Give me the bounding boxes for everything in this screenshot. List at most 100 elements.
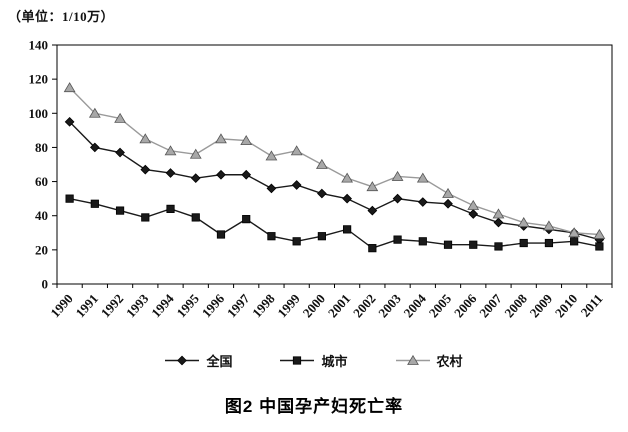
triangle-marker-icon — [189, 148, 202, 159]
diamond-marker-icon — [493, 217, 504, 228]
x-tick-label: 1997 — [224, 291, 253, 321]
triangle-marker-icon — [315, 158, 328, 169]
diamond-marker-icon — [177, 355, 188, 366]
square-marker-icon — [343, 225, 352, 234]
series-square — [65, 194, 604, 253]
x-tick-label: 2004 — [400, 291, 429, 321]
square-marker-icon — [595, 242, 604, 251]
x-tick-label: 2005 — [426, 291, 455, 321]
series-line — [69, 87, 600, 236]
diamond-marker-icon — [165, 168, 176, 178]
triangle-marker-icon — [63, 82, 76, 93]
chart-legend: 全国 城市 农村 — [0, 351, 628, 370]
x-tick-label: 2003 — [375, 291, 404, 321]
x-tick-label: 1994 — [148, 291, 177, 321]
x-tick-label: 2000 — [300, 291, 329, 320]
square-marker-icon — [292, 237, 301, 246]
triangle-marker-icon — [114, 112, 126, 123]
triangle-marker-icon — [391, 170, 404, 181]
square-marker-icon — [368, 244, 377, 253]
triangle-marker-icon — [341, 172, 354, 183]
square-marker-icon — [191, 213, 200, 222]
triangle-marker-icon — [442, 187, 454, 198]
square-legend-marker-icon — [280, 356, 315, 365]
triangle-marker-icon — [164, 145, 177, 156]
square-marker-icon — [115, 206, 125, 215]
y-tick-label: 0 — [42, 277, 49, 292]
series-line — [69, 197, 600, 249]
square-marker-icon — [443, 240, 453, 249]
y-tick-label: 140 — [29, 38, 49, 53]
triangle-marker-icon — [265, 150, 278, 161]
series-line — [69, 121, 600, 241]
legend-item-square: 城市 — [280, 351, 348, 370]
legend-label: 城市 — [321, 354, 348, 369]
x-tick-label: 2011 — [578, 291, 606, 320]
y-tick-label: 40 — [35, 208, 48, 223]
square-marker-icon — [90, 199, 99, 208]
x-tick-label: 2010 — [552, 291, 581, 320]
square-marker-icon — [317, 232, 326, 241]
triangle-marker-icon — [517, 216, 530, 227]
square-marker-icon — [570, 237, 579, 246]
y-tick-label: 80 — [35, 140, 48, 155]
triangle-marker-icon — [366, 181, 379, 192]
square-marker-icon — [469, 240, 478, 249]
square-marker-icon — [216, 230, 226, 239]
triangle-legend-marker-icon — [395, 354, 430, 365]
diamond-marker-icon — [392, 193, 403, 204]
diamond-marker-icon — [241, 169, 252, 180]
triangle-marker-icon — [139, 133, 152, 144]
triangle-marker-icon — [467, 199, 480, 210]
diamond-marker-icon — [342, 193, 352, 204]
square-marker-icon — [166, 204, 175, 213]
line-chart: 0204060801001201401990199119921993199419… — [29, 38, 613, 321]
x-tick-label: 2001 — [325, 291, 354, 320]
triangle-marker-icon — [406, 354, 419, 365]
triangle-marker-icon — [568, 227, 581, 238]
x-tick-label: 2009 — [527, 291, 556, 321]
diamond-marker-icon — [317, 188, 327, 199]
legend-label: 全国 — [206, 354, 233, 369]
x-tick-label: 1992 — [98, 291, 127, 320]
diamond-marker-icon — [140, 164, 151, 175]
x-tick-label: 2006 — [451, 291, 480, 321]
x-tick-label: 1996 — [199, 291, 228, 321]
diamond-marker-icon — [417, 197, 428, 207]
diamond-marker-icon — [64, 116, 75, 127]
legend-item-diamond: 全国 — [165, 351, 232, 370]
x-tick-label: 2007 — [476, 291, 505, 321]
diamond-legend-marker-icon — [165, 355, 200, 366]
diamond-marker-icon — [443, 198, 453, 209]
y-tick-label: 120 — [29, 72, 49, 87]
x-tick-label: 1990 — [47, 291, 76, 320]
diamond-marker-icon — [115, 147, 125, 158]
square-marker-icon — [519, 238, 528, 248]
legend-item-triangle: 农村 — [395, 351, 463, 370]
diamond-marker-icon — [190, 173, 201, 184]
legend-label: 农村 — [436, 354, 463, 369]
square-marker-icon — [494, 242, 503, 251]
triangle-marker-icon — [240, 135, 253, 146]
diamond-marker-icon — [291, 180, 302, 190]
diamond-marker-icon — [266, 183, 277, 194]
triangle-marker-icon — [593, 228, 606, 239]
triangle-marker-icon — [88, 107, 101, 118]
square-marker-icon — [65, 194, 74, 203]
diamond-marker-icon — [468, 209, 479, 219]
x-tick-label: 1995 — [173, 291, 202, 321]
triangle-marker-icon — [543, 220, 555, 231]
square-marker-icon — [544, 238, 554, 248]
square-marker-icon — [418, 237, 427, 246]
x-tick-label: 1999 — [274, 291, 303, 321]
series-triangle — [63, 82, 606, 239]
y-tick-label: 20 — [35, 242, 48, 257]
triangle-marker-icon — [416, 172, 429, 183]
diamond-marker-icon — [367, 205, 378, 216]
square-marker-icon — [141, 213, 150, 222]
figure-title: 图2 中国孕产妇死亡率 — [224, 397, 404, 416]
diamond-marker-icon — [89, 142, 100, 153]
unit-label: （单位：1/10万） — [8, 9, 115, 24]
x-tick-label: 1993 — [123, 291, 152, 321]
